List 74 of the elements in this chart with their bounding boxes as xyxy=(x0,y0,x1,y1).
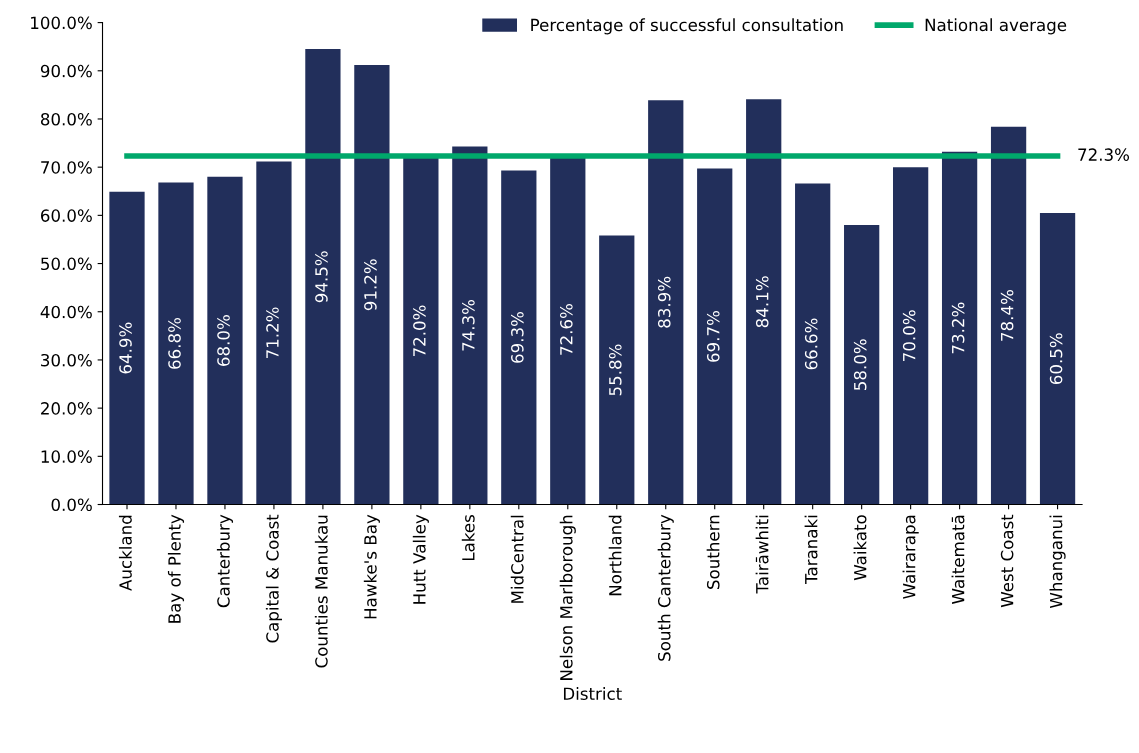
y-tick-label: 100.0% xyxy=(31,16,92,30)
x-tick-label: Waitematā xyxy=(951,515,965,604)
bar xyxy=(452,146,488,505)
data-label: 69.3% xyxy=(511,311,524,363)
x-tick-label: Southern xyxy=(706,515,720,589)
x-tick-label: Bay of Plenty xyxy=(167,514,185,623)
data-label: 66.6% xyxy=(804,318,818,370)
bar xyxy=(403,157,439,505)
bar xyxy=(844,225,880,505)
bar xyxy=(305,49,341,505)
bar xyxy=(354,65,390,505)
x-tick-label: West Coast xyxy=(1000,514,1014,608)
x-tick-label: MidCentral xyxy=(510,515,524,603)
x-tick-label: Tairāwhiti xyxy=(755,515,769,594)
y-tick-label: 90.0% xyxy=(40,64,92,78)
data-label: 55.8% xyxy=(609,344,622,396)
bar xyxy=(941,151,978,505)
x-tick-label: Auckland xyxy=(118,515,132,591)
bar xyxy=(746,99,782,505)
bar xyxy=(207,176,243,505)
data-label: 91.2% xyxy=(364,259,377,311)
data-label: 71.2% xyxy=(266,307,279,359)
y-tick-label: 70.0% xyxy=(41,161,92,174)
legend-label: Percentage of successful consultation xyxy=(531,18,843,35)
bar xyxy=(648,100,684,505)
x-tick-label: Counties Manukau xyxy=(314,515,328,668)
y-tick-label: 20.0% xyxy=(41,402,92,415)
bar xyxy=(599,235,635,505)
bar xyxy=(697,168,733,505)
data-label: 64.9% xyxy=(119,322,132,374)
x-tick-label: Whanganui xyxy=(1049,515,1066,609)
bar xyxy=(501,170,537,505)
data-label: 70.0% xyxy=(902,310,916,361)
bar xyxy=(109,191,145,505)
x-tick-label: Hutt Valley xyxy=(412,514,429,604)
data-label: 60.5% xyxy=(1049,333,1063,385)
x-tick-label: Hawke's Bay xyxy=(363,514,380,619)
y-tick-label: 30.0% xyxy=(41,353,92,367)
x-tick-label: Nelson Marlborough xyxy=(559,515,576,680)
x-axis-title: District xyxy=(563,687,622,701)
x-tick-label: Taranaki xyxy=(804,515,818,585)
data-label: 72.6% xyxy=(560,304,573,355)
y-tick-label: 40.0% xyxy=(40,305,92,319)
data-label: 58.0% xyxy=(853,339,867,390)
y-tick-label: 50.0% xyxy=(41,257,92,271)
bar xyxy=(158,182,194,505)
data-label: 73.2% xyxy=(951,302,965,354)
x-tick-label: Canterbury xyxy=(216,514,234,608)
legend-label: National average xyxy=(925,18,1067,35)
x-tick-label: South Canterbury xyxy=(657,514,674,661)
x-tick-label: Capital & Coast xyxy=(265,514,282,643)
y-tick-label: 80.0% xyxy=(40,112,92,126)
bar xyxy=(256,161,292,505)
data-label: 74.3% xyxy=(462,299,475,351)
bar xyxy=(893,167,929,505)
x-tick-label: Lakes xyxy=(461,515,475,561)
x-tick-label: Waikato xyxy=(853,515,867,581)
y-tick-label: 0.0% xyxy=(51,498,92,512)
x-tick-label: Northland xyxy=(608,515,622,596)
data-label: 78.4% xyxy=(1000,290,1014,341)
data-label: 69.7% xyxy=(706,311,720,362)
y-tick-label: 60.0% xyxy=(41,209,92,222)
x-tick-label: Wairarapa xyxy=(902,515,919,599)
bar xyxy=(990,126,1027,505)
data-label: 68.0% xyxy=(217,315,230,366)
y-tick-label: 10.0% xyxy=(41,450,92,463)
bar xyxy=(795,183,831,505)
annotation: 72.3% xyxy=(1078,148,1130,161)
data-label: 83.9% xyxy=(657,276,671,328)
bar xyxy=(1039,212,1076,505)
data-label: 66.8% xyxy=(168,318,181,369)
data-label: 84.1% xyxy=(755,276,769,328)
data-label: 94.5% xyxy=(315,251,328,303)
data-label: 72.0% xyxy=(413,305,426,357)
